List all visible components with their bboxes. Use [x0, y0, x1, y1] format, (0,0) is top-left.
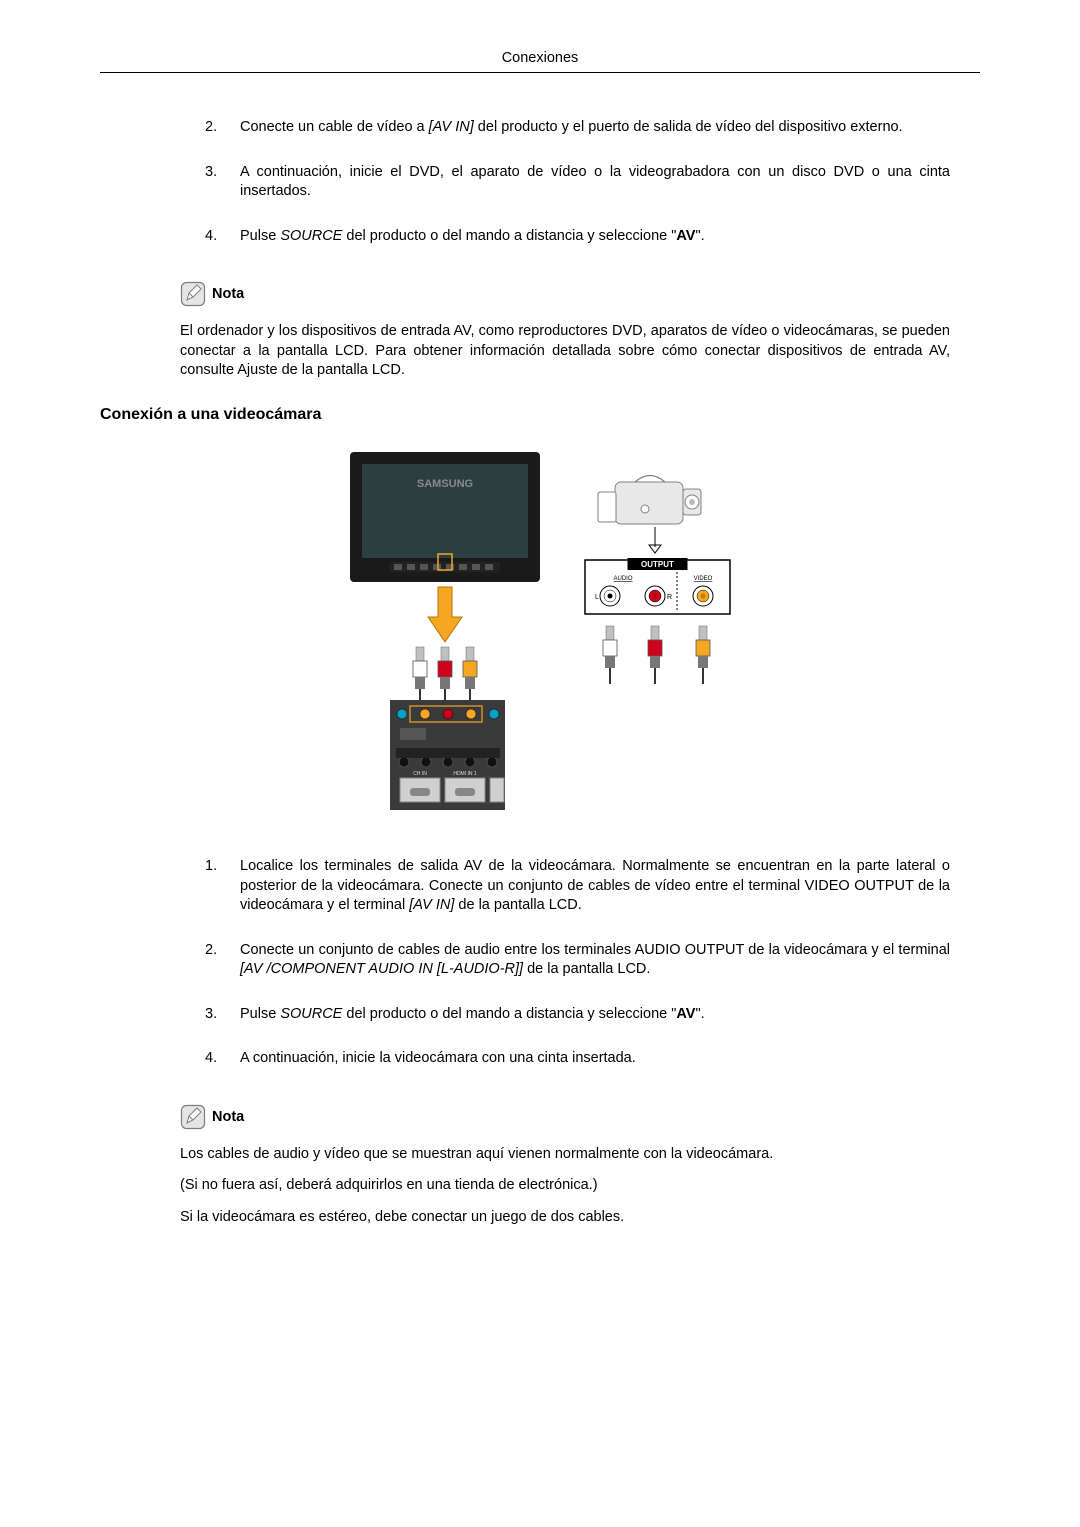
list-item-number: 3.: [205, 163, 240, 183]
list-item-text: Pulse SOURCE del producto o del mando a …: [240, 227, 950, 247]
list-item-text: Localice los terminales de salida AV de …: [240, 857, 950, 916]
svg-text:SAMSUNG: SAMSUNG: [417, 478, 473, 490]
ordered-list-1: 2.Conecte un cable de vídeo a [AV IN] de…: [205, 118, 980, 246]
note-label: Nota: [212, 286, 244, 302]
list-item: 1.Localice los terminales de salida AV d…: [205, 857, 950, 916]
page-header: Conexiones: [100, 50, 980, 73]
list-item: 3.A continuación, inicie el DVD, el apar…: [205, 163, 950, 202]
note-block-2: Nota: [180, 1104, 980, 1130]
list-item: 2.Conecte un conjunto de cables de audio…: [205, 941, 950, 980]
list-item-text: Pulse SOURCE del producto o del mando a …: [240, 1005, 950, 1025]
svg-text:R: R: [667, 594, 672, 601]
svg-text:HDMI IN 1: HDMI IN 1: [453, 771, 477, 777]
svg-text:CH IN: CH IN: [413, 771, 427, 777]
note-block-1: Nota: [180, 281, 980, 307]
list-item-text: Conecte un conjunto de cables de audio e…: [240, 941, 950, 980]
list-item-number: 2.: [205, 941, 240, 961]
list-item-text: A continuación, inicie el DVD, el aparat…: [240, 163, 950, 202]
note-paragraph: Los cables de audio y vídeo que se muest…: [180, 1145, 980, 1165]
note-icon: [180, 281, 206, 307]
list-item-number: 1.: [205, 857, 240, 877]
list-item: 3.Pulse SOURCE del producto o del mando …: [205, 1005, 950, 1025]
svg-text:OUTPUT: OUTPUT: [641, 560, 674, 569]
list-item-number: 3.: [205, 1005, 240, 1025]
list-item-text: Conecte un cable de vídeo a [AV IN] del …: [240, 118, 950, 138]
list-item: 4.A continuación, inicie la videocámara …: [205, 1049, 950, 1069]
svg-text:AUDIO: AUDIO: [613, 576, 632, 582]
section-heading: Conexión a una videocámara: [100, 406, 980, 424]
list-item: 2.Conecte un cable de vídeo a [AV IN] de…: [205, 118, 950, 138]
list-item-number: 2.: [205, 118, 240, 138]
connection-diagram: SAMSUNG CH IN HDMI IN 1 OUTPUT AUDIO VIDEO L R: [100, 442, 980, 822]
note-label: Nota: [212, 1109, 244, 1125]
note-icon: [180, 1104, 206, 1130]
list-item-number: 4.: [205, 1049, 240, 1069]
svg-text:L: L: [595, 594, 599, 601]
note-paragraph: El ordenador y los dispositivos de entra…: [180, 322, 980, 381]
list-item: 4.Pulse SOURCE del producto o del mando …: [205, 227, 950, 247]
ordered-list-2: 1.Localice los terminales de salida AV d…: [205, 857, 980, 1069]
note-paragraph: (Si no fuera así, deberá adquirirlos en …: [180, 1176, 980, 1196]
list-item-number: 4.: [205, 227, 240, 247]
list-item-text: A continuación, inicie la videocámara co…: [240, 1049, 950, 1069]
svg-text:VIDEO: VIDEO: [694, 576, 713, 582]
note-paragraph: Si la videocámara es estéreo, debe conec…: [180, 1208, 980, 1228]
